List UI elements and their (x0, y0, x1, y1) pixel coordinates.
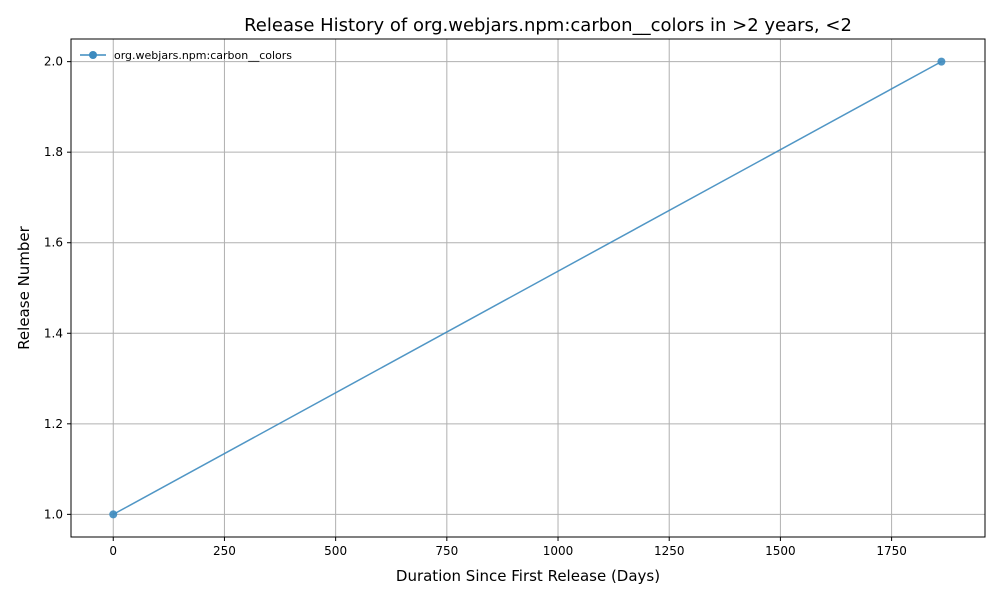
y-tick-label: 1.4 (44, 326, 63, 340)
y-tick-label: 1.8 (44, 145, 63, 159)
series-line (112, 60, 942, 516)
legend-label: org.webjars.npm:carbon__colors (114, 49, 292, 62)
x-tick-label: 1500 (765, 544, 796, 558)
data-point (109, 510, 118, 519)
grid (71, 39, 985, 537)
y-tick-label: 1.2 (44, 417, 63, 431)
x-tick-label: 1000 (543, 544, 574, 558)
x-tick-label: 500 (324, 544, 347, 558)
legend-point-marker (89, 51, 97, 59)
x-axis-label: Duration Since First Release (Days) (396, 567, 660, 585)
y-axis-label: Release Number (15, 225, 33, 349)
plot-frame (70, 38, 986, 538)
legend: org.webjars.npm:carbon__colors (80, 49, 292, 62)
y-tick-label: 2.0 (44, 55, 63, 69)
x-tick-label: 750 (435, 544, 458, 558)
data-point (937, 57, 946, 66)
series-layer (109, 57, 946, 519)
ticks: 0 250 500 750 1000 1250 1500 1750 1.0 1.2 1.4 1.6 1.… (44, 55, 907, 558)
x-tick-label: 0 (109, 544, 117, 558)
x-tick-label: 1750 (876, 544, 907, 558)
x-tick-label: 1250 (654, 544, 685, 558)
y-tick-label: 1.6 (44, 236, 63, 250)
chart-title: Release History of org.webjars.npm:carbo… (244, 15, 852, 36)
y-tick-label: 1.0 (44, 507, 63, 521)
x-tick-label: 250 (213, 544, 236, 558)
